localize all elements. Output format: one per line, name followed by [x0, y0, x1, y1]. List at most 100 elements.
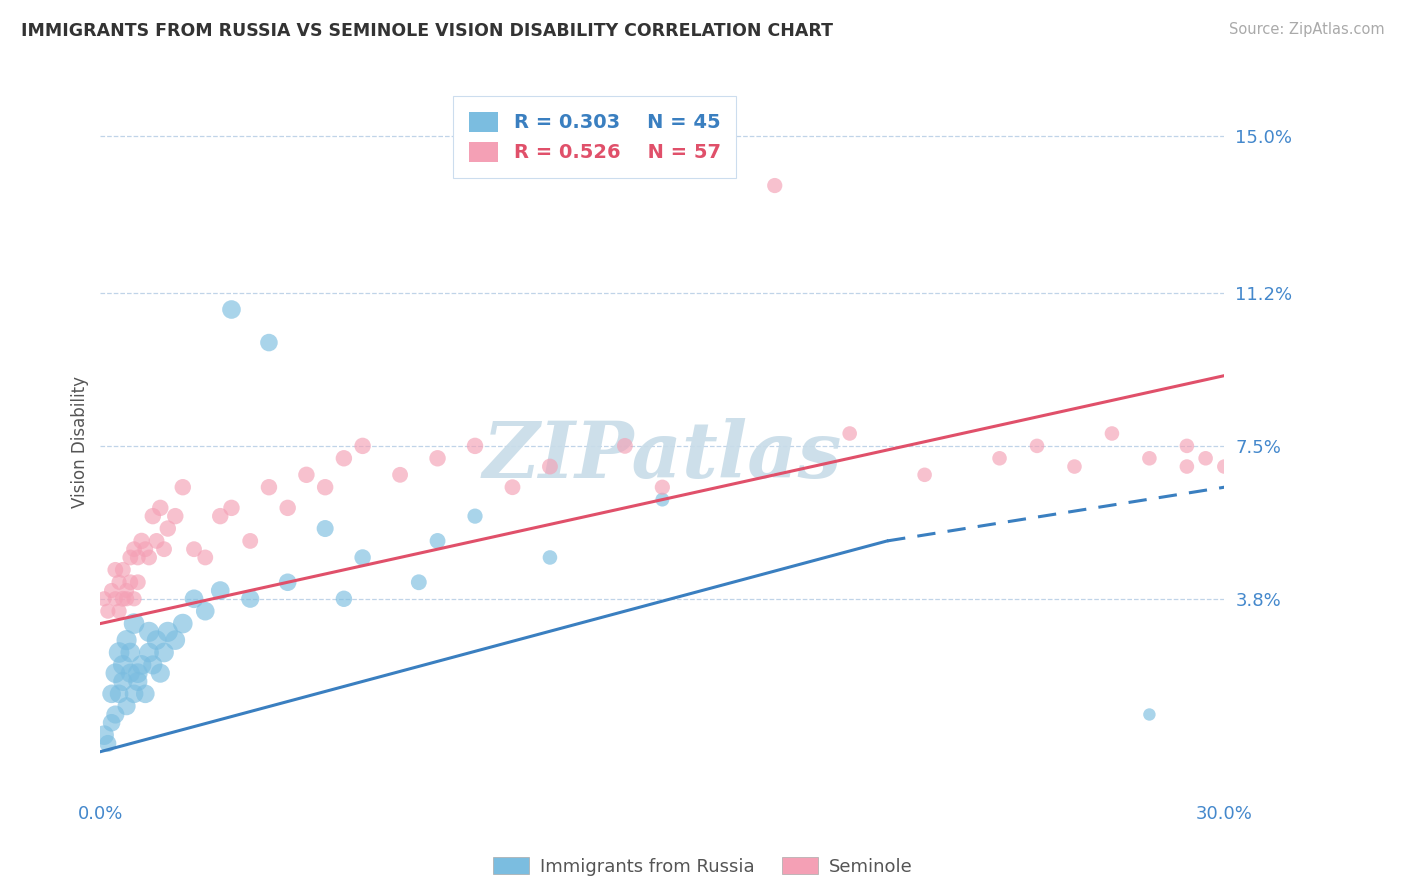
- Point: [134, 687, 156, 701]
- Point: [145, 633, 167, 648]
- Point: [145, 533, 167, 548]
- Point: [538, 550, 561, 565]
- Point: [104, 707, 127, 722]
- Point: [97, 604, 120, 618]
- Point: [142, 657, 165, 672]
- Point: [333, 451, 356, 466]
- Point: [115, 583, 138, 598]
- Point: [426, 533, 449, 548]
- Point: [1026, 439, 1049, 453]
- Point: [165, 509, 187, 524]
- Point: [153, 542, 176, 557]
- Point: [183, 542, 205, 557]
- Point: [127, 550, 149, 565]
- Point: [257, 480, 280, 494]
- Point: [221, 500, 243, 515]
- Point: [104, 591, 127, 606]
- Point: [115, 699, 138, 714]
- Point: [108, 604, 131, 618]
- Point: [651, 492, 673, 507]
- Point: [408, 575, 430, 590]
- Text: IMMIGRANTS FROM RUSSIA VS SEMINOLE VISION DISABILITY CORRELATION CHART: IMMIGRANTS FROM RUSSIA VS SEMINOLE VISIO…: [21, 22, 834, 40]
- Point: [111, 591, 134, 606]
- Point: [1175, 439, 1198, 453]
- Point: [131, 533, 153, 548]
- Point: [153, 646, 176, 660]
- Point: [221, 302, 243, 317]
- Point: [127, 575, 149, 590]
- Point: [156, 522, 179, 536]
- Point: [1139, 451, 1161, 466]
- Point: [104, 563, 127, 577]
- Point: [120, 550, 142, 565]
- Point: [1139, 707, 1161, 722]
- Point: [239, 533, 262, 548]
- Point: [501, 480, 523, 494]
- Point: [464, 439, 486, 453]
- Text: Source: ZipAtlas.com: Source: ZipAtlas.com: [1229, 22, 1385, 37]
- Point: [352, 439, 374, 453]
- Point: [111, 563, 134, 577]
- Point: [100, 715, 122, 730]
- Point: [194, 550, 217, 565]
- Point: [127, 666, 149, 681]
- Point: [111, 657, 134, 672]
- Point: [93, 591, 115, 606]
- Point: [120, 575, 142, 590]
- Point: [108, 646, 131, 660]
- Point: [239, 591, 262, 606]
- Point: [104, 666, 127, 681]
- Point: [131, 657, 153, 672]
- Point: [352, 550, 374, 565]
- Point: [115, 591, 138, 606]
- Point: [120, 646, 142, 660]
- Point: [314, 522, 336, 536]
- Point: [172, 616, 194, 631]
- Point: [314, 480, 336, 494]
- Point: [1175, 459, 1198, 474]
- Point: [100, 583, 122, 598]
- Point: [93, 728, 115, 742]
- Legend: Immigrants from Russia, Seminole: Immigrants from Russia, Seminole: [486, 850, 920, 883]
- Point: [183, 591, 205, 606]
- Point: [122, 687, 145, 701]
- Point: [209, 583, 232, 598]
- Point: [295, 467, 318, 482]
- Point: [138, 646, 160, 660]
- Point: [209, 509, 232, 524]
- Legend: R = 0.303    N = 45, R = 0.526    N = 57: R = 0.303 N = 45, R = 0.526 N = 57: [454, 96, 737, 178]
- Point: [1101, 426, 1123, 441]
- Point: [122, 591, 145, 606]
- Point: [149, 500, 172, 515]
- Point: [914, 467, 936, 482]
- Point: [156, 624, 179, 639]
- Point: [165, 633, 187, 648]
- Point: [426, 451, 449, 466]
- Point: [651, 480, 673, 494]
- Point: [122, 616, 145, 631]
- Point: [142, 509, 165, 524]
- Point: [115, 633, 138, 648]
- Point: [277, 575, 299, 590]
- Point: [194, 604, 217, 618]
- Point: [138, 550, 160, 565]
- Point: [1213, 459, 1236, 474]
- Point: [97, 736, 120, 750]
- Point: [763, 178, 786, 193]
- Point: [138, 624, 160, 639]
- Point: [108, 575, 131, 590]
- Point: [277, 500, 299, 515]
- Point: [127, 674, 149, 689]
- Point: [100, 687, 122, 701]
- Point: [1194, 451, 1216, 466]
- Y-axis label: Vision Disability: Vision Disability: [72, 376, 89, 508]
- Point: [1063, 459, 1085, 474]
- Point: [613, 439, 636, 453]
- Point: [149, 666, 172, 681]
- Point: [108, 687, 131, 701]
- Point: [120, 666, 142, 681]
- Point: [538, 459, 561, 474]
- Point: [122, 542, 145, 557]
- Point: [111, 674, 134, 689]
- Point: [464, 509, 486, 524]
